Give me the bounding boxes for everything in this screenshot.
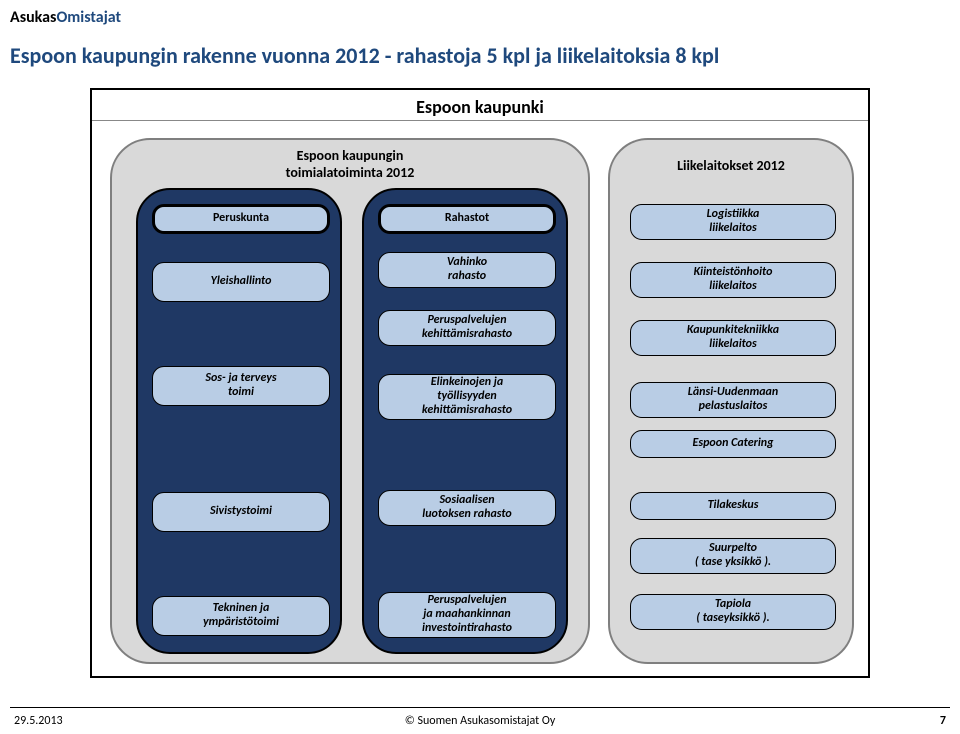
- footer-page: 7: [940, 714, 946, 728]
- node-logistiikka: Logistiikka liikelaitos: [630, 204, 836, 240]
- node-kiinteisto: Kiinteistönhoito liikelaitos: [630, 262, 836, 298]
- right-group-title: Liikelaitokset 2012: [610, 158, 852, 175]
- rahastot-title: Rahastot: [378, 204, 556, 234]
- left-group: Espoon kaupungin toimialatoiminta 2012 P…: [110, 138, 590, 664]
- footer-center: © Suomen Asukasomistajat Oy: [0, 714, 960, 728]
- inner-title: Espoon kaupunki: [92, 96, 868, 118]
- node-tilakeskus: Tilakeskus: [630, 492, 836, 520]
- page-title: Espoon kaupungin rakenne vuonna 2012 - r…: [10, 42, 719, 69]
- node-sivistystoimi: Sivistystoimi: [152, 492, 330, 532]
- node-tapiola: Tapiola ( taseyksikkö ).: [630, 594, 836, 630]
- footer-divider: [10, 707, 950, 708]
- node-sosiaalisen: Sosiaalisen luotoksen rahasto: [378, 490, 556, 526]
- node-elinkeino: Elinkeinojen ja työllisyyden kehittämisr…: [378, 374, 556, 420]
- node-peruspalv-kehit: Peruspalvelujen kehittämisrahasto: [378, 310, 556, 346]
- node-catering: Espoon Catering: [630, 430, 836, 458]
- node-suurpelto: Suurpelto ( tase yksikkö ).: [630, 538, 836, 574]
- node-peruspalv-invest: Peruspalvelujen ja maahankinnan investoi…: [378, 592, 556, 638]
- logo-part2: Omistajat: [56, 8, 121, 27]
- node-yleishallinto: Yleishallinto: [152, 262, 330, 302]
- column-peruskunta: Peruskunta Yleishallinto Sos- ja terveys…: [136, 188, 342, 654]
- divider: [92, 120, 868, 121]
- node-kaupunkitekniikka: Kaupunkitekniikka liikelaitos: [630, 320, 836, 356]
- logo-part1: Asukas: [10, 8, 56, 27]
- peruskunta-title: Peruskunta: [152, 204, 330, 234]
- liikelaitokset-list: Logistiikka liikelaitos Kiinteistönhoito…: [630, 190, 836, 656]
- column-rahastot: Rahastot Vahinko rahasto Peruspalvelujen…: [362, 188, 568, 654]
- right-group: Liikelaitokset 2012 Logistiikka liikelai…: [608, 138, 854, 664]
- node-tekninen: Tekninen ja ympäristötoimi: [152, 596, 330, 636]
- outer-container: Espoon kaupunki Espoon kaupungin toimial…: [90, 88, 870, 678]
- logo: AsukasOmistajat: [10, 8, 121, 27]
- node-sos-terveys: Sos- ja terveys toimi: [152, 366, 330, 406]
- left-group-title: Espoon kaupungin toimialatoiminta 2012: [112, 148, 588, 182]
- node-vahinko: Vahinko rahasto: [378, 252, 556, 288]
- node-pelastuslaitos: Länsi-Uudenmaan pelastuslaitos: [630, 382, 836, 418]
